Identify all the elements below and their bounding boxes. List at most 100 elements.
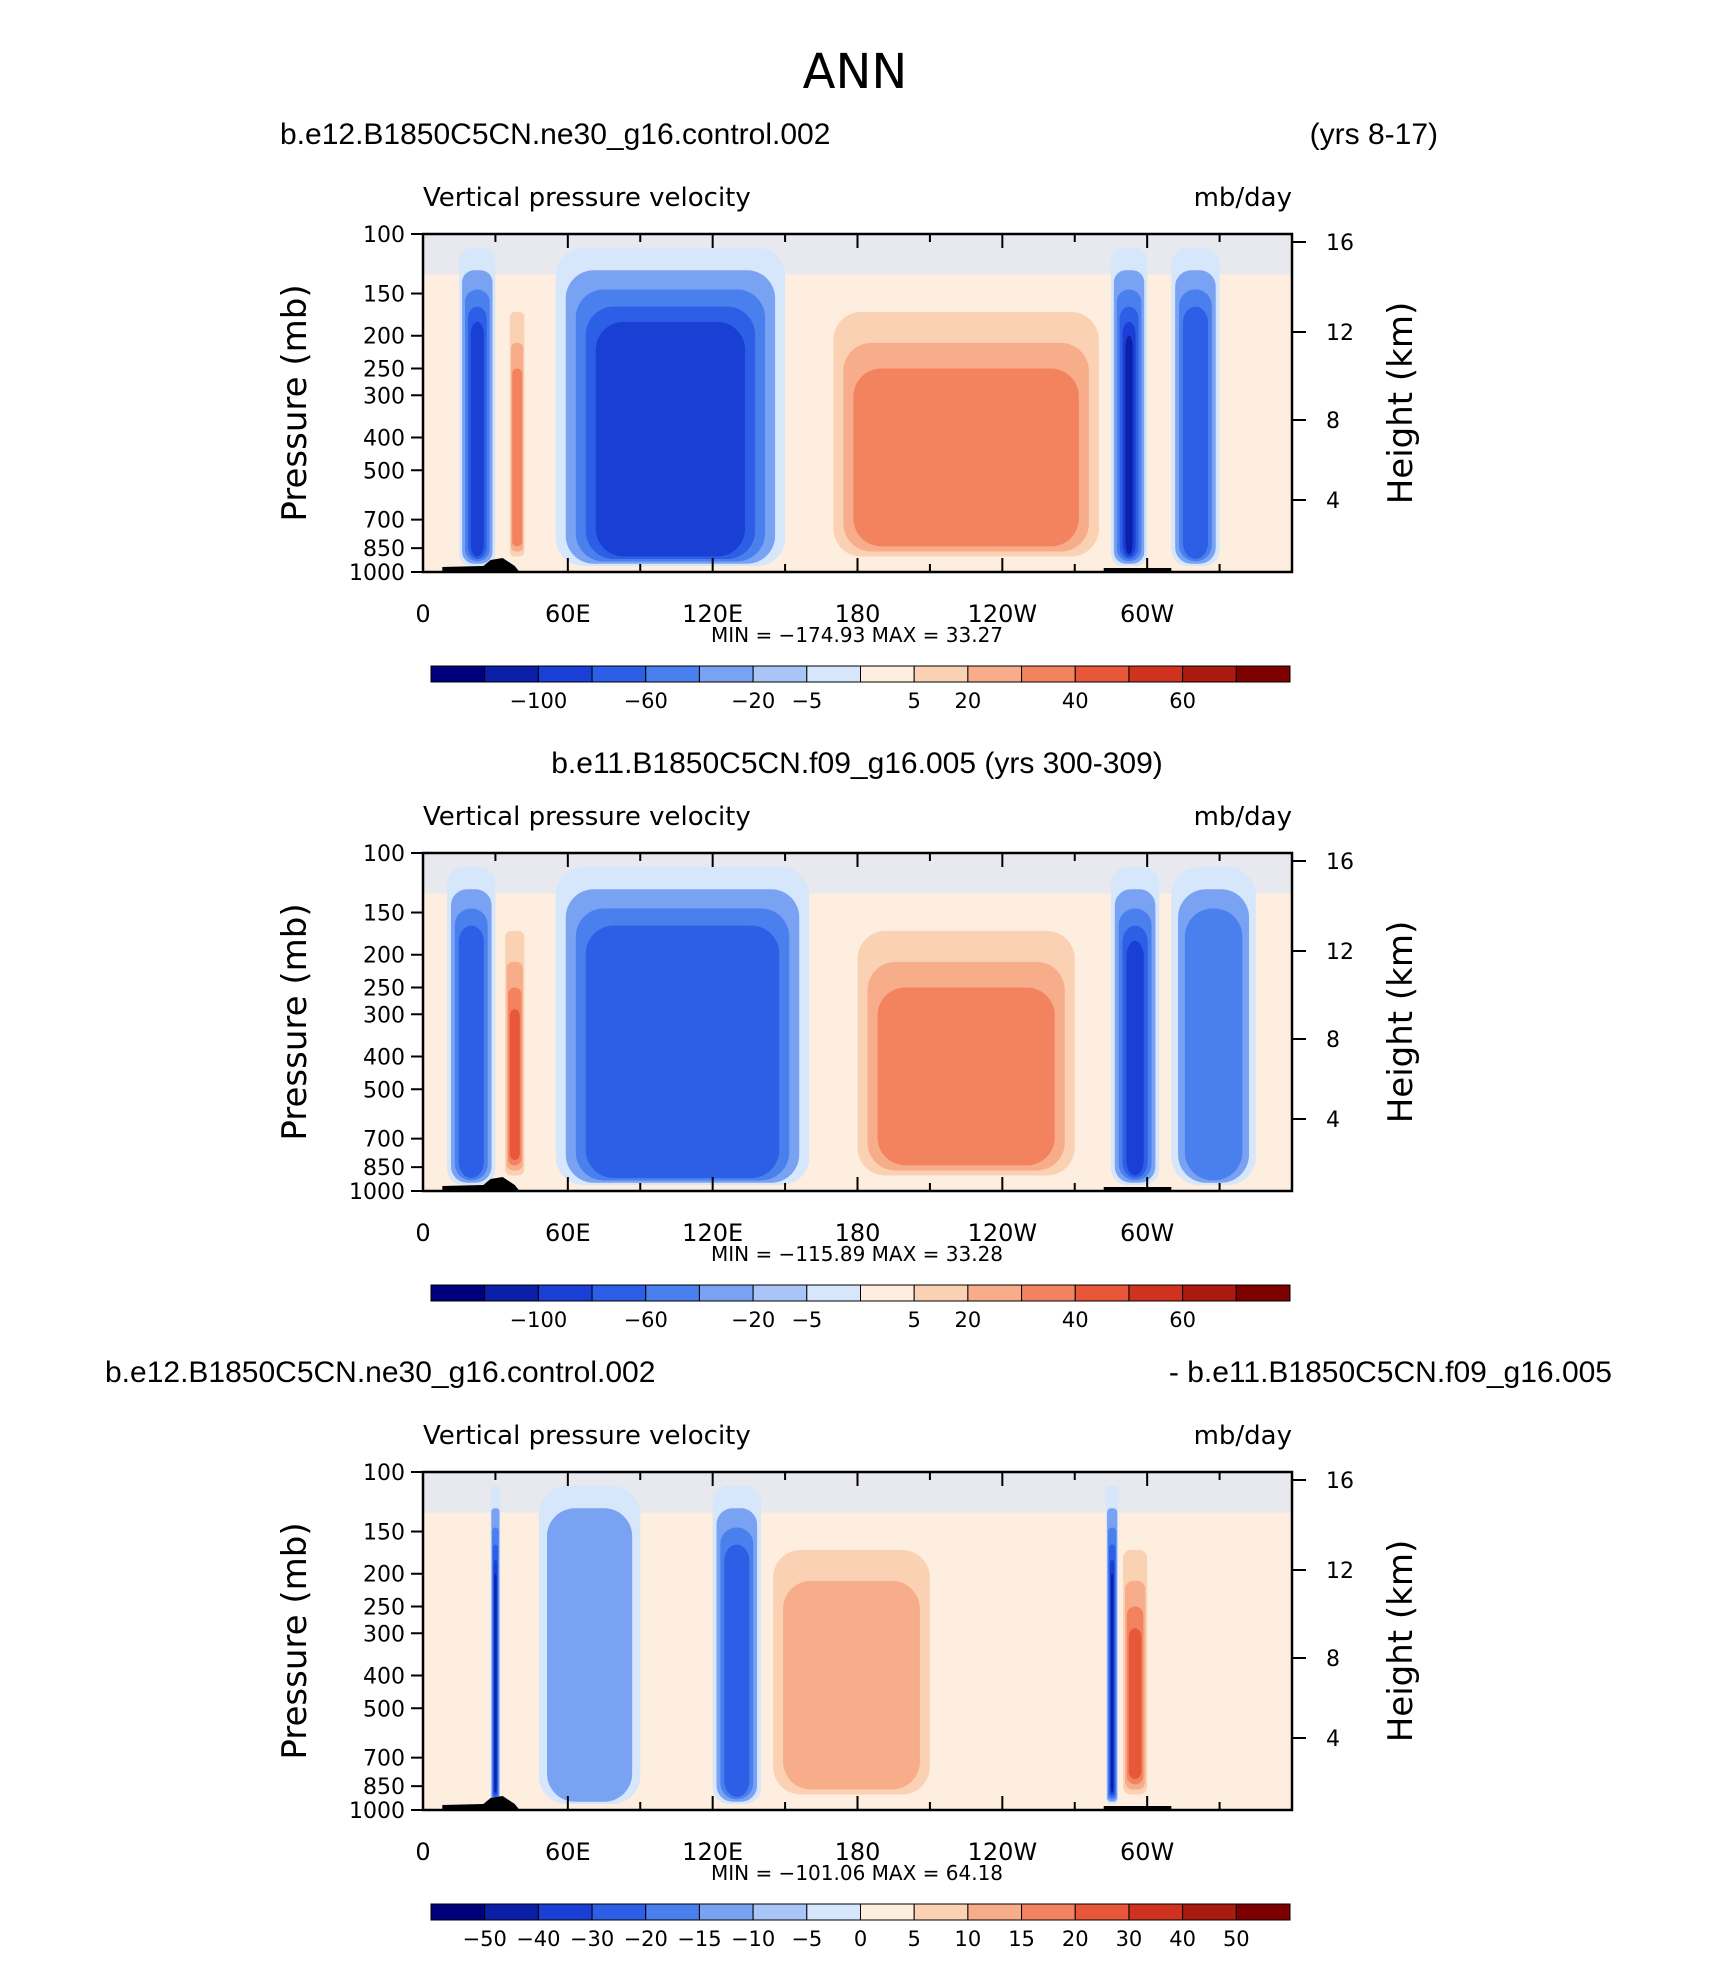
colorbar-label: −20 xyxy=(624,1927,668,1951)
y-tick-label: 250 xyxy=(363,1596,405,1621)
contour-descent xyxy=(512,368,523,547)
colorbar-label: 20 xyxy=(955,689,982,713)
y-tick-label: 850 xyxy=(363,1156,405,1181)
colorbar-swatch xyxy=(913,1903,969,1921)
colorbar-label: 15 xyxy=(1008,1927,1035,1951)
colorbar-swatch xyxy=(537,665,593,683)
variable-label: Vertical pressure velocity xyxy=(423,802,751,832)
colorbar-label: 60 xyxy=(1169,689,1196,713)
y-tick-label: 100 xyxy=(363,842,405,867)
colorbar-label: −50 xyxy=(463,1927,507,1951)
y-right-tick-label: 16 xyxy=(1326,850,1354,875)
y-right-tick-label: 8 xyxy=(1326,1028,1340,1053)
y-tick-label: 400 xyxy=(363,1664,405,1689)
colorbar-swatch xyxy=(913,665,969,683)
colorbar-swatch xyxy=(806,1903,861,1921)
colorbar-swatch xyxy=(645,1903,700,1921)
contour-descent xyxy=(877,987,1055,1166)
y-axis-label: Pressure (mb) xyxy=(275,284,315,521)
y-right-tick-label: 4 xyxy=(1326,489,1340,514)
colorbar-swatch xyxy=(1021,1903,1076,1921)
contour-ascent xyxy=(1126,940,1144,1176)
y-tick-label: 200 xyxy=(363,325,405,350)
x-tick-label: 60W xyxy=(1120,600,1174,628)
colorbar-swatch xyxy=(752,665,808,683)
colorbar-swatch xyxy=(1074,665,1130,683)
colorbar-swatch xyxy=(1128,1903,1184,1921)
colorbar-swatch xyxy=(1021,1284,1076,1302)
x-tick-label: 0 xyxy=(415,1219,430,1247)
colorbar-swatch xyxy=(484,1284,539,1302)
colorbar-label: 20 xyxy=(1062,1927,1089,1951)
y-right-tick-label: 12 xyxy=(1326,940,1354,965)
colorbar-swatch xyxy=(1182,1903,1237,1921)
x-tick-label: 60W xyxy=(1120,1838,1174,1866)
colorbar-label: −60 xyxy=(624,689,668,713)
colorbar-swatch xyxy=(967,665,1023,683)
panel-title-left: b.e12.B1850C5CN.ne30_g16.control.002 xyxy=(105,1356,655,1389)
y-tick-label: 700 xyxy=(363,1128,405,1153)
x-tick-label: 120W xyxy=(968,600,1038,628)
contour-ascent xyxy=(585,925,780,1178)
colorbar-label: −100 xyxy=(510,1308,568,1332)
colorbar-swatch xyxy=(698,1903,754,1921)
colorbar-label: −5 xyxy=(791,1927,822,1951)
colorbar-label: 40 xyxy=(1169,1927,1196,1951)
panel-title-right: - b.e11.B1850C5CN.f09_g16.005 xyxy=(1169,1356,1612,1389)
y-tick-label: 500 xyxy=(363,459,405,484)
colorbar-label: −100 xyxy=(510,689,568,713)
colorbar-swatch xyxy=(537,1284,593,1302)
topography-andes xyxy=(1103,1187,1172,1191)
contour-ascent xyxy=(1182,306,1208,559)
colorbar-swatch xyxy=(967,1284,1023,1302)
min-max-stats: MIN = −115.89 MAX = 33.28 xyxy=(711,1242,1003,1266)
topography-africa xyxy=(442,1796,520,1810)
y-axis-label: Pressure (mb) xyxy=(275,1522,315,1759)
y-tick-label: 300 xyxy=(363,1622,405,1647)
contour-ascent xyxy=(494,1573,497,1793)
y-tick-label: 100 xyxy=(363,1461,405,1486)
colorbar-swatch xyxy=(591,665,647,683)
contour-descent xyxy=(853,368,1079,547)
colorbar-label: 40 xyxy=(1062,1308,1089,1332)
colorbar-label: 5 xyxy=(908,689,921,713)
y-tick-label: 200 xyxy=(363,1563,405,1588)
contour-ascent xyxy=(470,321,484,557)
units-label: mb/day xyxy=(1194,1421,1292,1451)
x-tick-label: 60E xyxy=(545,1219,591,1247)
colorbar-swatch xyxy=(1074,1284,1130,1302)
contour-ascent xyxy=(724,1544,750,1797)
y-tick-label: 200 xyxy=(363,944,405,969)
x-tick-label: 120E xyxy=(682,600,743,628)
y-tick-label: 250 xyxy=(363,358,405,383)
colorbar-label: 30 xyxy=(1116,1927,1143,1951)
colorbar-swatch xyxy=(967,1903,1023,1921)
colorbar-label: −30 xyxy=(570,1927,614,1951)
colorbar-label: −60 xyxy=(624,1308,668,1332)
min-max-stats: MIN = −174.93 MAX = 33.27 xyxy=(711,623,1003,647)
colorbar-label: −5 xyxy=(791,689,822,713)
colorbar-swatch xyxy=(484,1903,539,1921)
x-tick-label: 120W xyxy=(968,1219,1038,1247)
colorbar-swatch xyxy=(752,1903,808,1921)
panel-3: b.e12.B1850C5CN.ne30_g16.control.002 - b.… xyxy=(105,1356,1612,1951)
x-tick-label: 180 xyxy=(835,600,881,628)
contour-ascent xyxy=(595,321,746,557)
x-tick-label: 0 xyxy=(415,1838,430,1866)
x-tick-label: 180 xyxy=(835,1838,881,1866)
colorbar-swatch xyxy=(645,665,700,683)
colorbar-swatch xyxy=(1235,665,1291,683)
colorbar-swatch xyxy=(645,1284,700,1302)
colorbar-swatch xyxy=(430,1903,486,1921)
y-tick-label: 850 xyxy=(363,537,405,562)
colorbar-swatch xyxy=(591,1284,647,1302)
y-tick-label: 100 xyxy=(363,223,405,248)
y-tick-label: 1000 xyxy=(349,1180,405,1205)
min-max-stats: MIN = −101.06 MAX = 64.18 xyxy=(711,1861,1003,1885)
y-right-tick-label: 16 xyxy=(1326,231,1354,256)
colorbar-swatch xyxy=(1235,1903,1291,1921)
panel-2: b.e11.B1850C5CN.f09_g16.005 (yrs 300-309… xyxy=(275,747,1421,1332)
units-label: mb/day xyxy=(1194,183,1292,213)
colorbar-swatch xyxy=(591,1903,647,1921)
